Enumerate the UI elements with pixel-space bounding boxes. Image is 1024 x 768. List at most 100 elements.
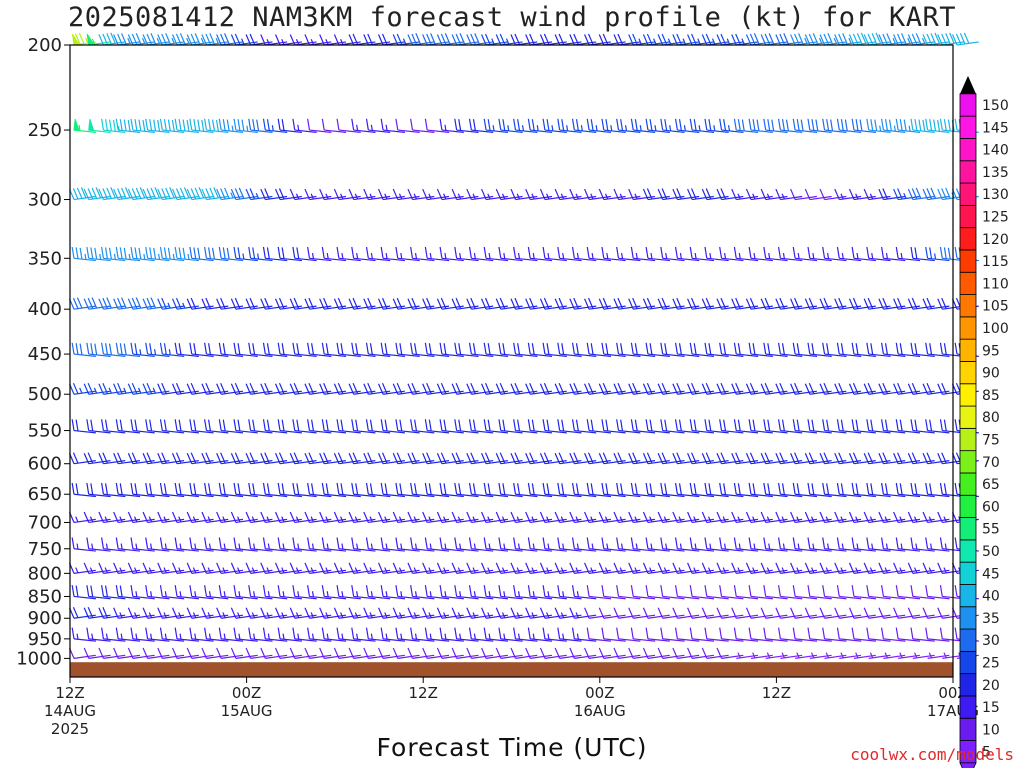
wind-barb — [68, 647, 96, 659]
y-tick-label: 600 — [28, 454, 62, 475]
wind-barb — [424, 585, 450, 600]
wind-barb — [71, 342, 96, 357]
wind-barb — [763, 118, 788, 133]
colorbar-label: 70 — [982, 455, 1000, 471]
wind-barb — [86, 342, 111, 357]
wind-barb — [439, 482, 464, 498]
source-credit[interactable]: coolwx.com/models — [850, 745, 1014, 764]
wind-barb — [407, 647, 435, 659]
colorbar-label: 50 — [982, 544, 1000, 560]
wind-barb — [98, 187, 126, 201]
wind-barb — [777, 627, 803, 642]
colorbar-label: 25 — [982, 656, 1000, 672]
wind-barb — [733, 246, 759, 262]
wind-barb — [910, 585, 935, 600]
wind-barb — [201, 187, 229, 201]
wind-barb — [410, 482, 435, 498]
wind-barb — [189, 118, 214, 133]
wind-barb — [777, 246, 803, 262]
wind-barb — [616, 246, 641, 262]
wind-barb — [248, 118, 273, 133]
wind-barb — [672, 607, 700, 619]
wind-barb — [866, 537, 891, 552]
wind-barb — [351, 537, 376, 552]
wind-barb — [674, 118, 700, 133]
wind-barb — [704, 342, 729, 357]
wind-barb — [439, 246, 464, 262]
wind-barb — [687, 607, 714, 619]
wind-barb — [365, 482, 391, 498]
wind-barb — [204, 118, 229, 133]
wind-barb — [307, 585, 332, 600]
wind-barb — [866, 627, 891, 642]
wind-barb — [101, 246, 126, 262]
wind-barb — [130, 246, 155, 262]
wind-barb — [630, 246, 656, 262]
wind-barb — [321, 246, 347, 262]
wind-barb — [86, 627, 111, 642]
wind-barb — [410, 537, 435, 552]
colorbar-label: 30 — [982, 633, 1000, 649]
colorbar: 5 10 15 20 25 30 35 40 45 50 55 60 65 70 75 80 85 90 95 100… — [959, 75, 1009, 768]
wind-barb — [262, 585, 288, 600]
wind-barb — [792, 342, 818, 357]
wind-barb — [86, 585, 111, 600]
colorbar-bottom-arrow — [959, 762, 977, 768]
wind-barb — [174, 246, 199, 262]
wind-barb — [365, 118, 391, 133]
wind-barb — [719, 419, 744, 434]
wind-barb — [115, 537, 141, 552]
wind-barb — [645, 118, 670, 133]
wind-barb — [483, 482, 509, 498]
wind-barb — [689, 419, 715, 434]
y-tick-label: 300 — [28, 190, 62, 211]
wind-barb — [483, 246, 509, 262]
wind-barb — [410, 246, 435, 262]
wind-barb — [848, 607, 876, 619]
wind-barb — [277, 585, 302, 600]
wind-barb — [289, 647, 317, 659]
wind-barb — [513, 537, 538, 552]
wind-barb — [115, 627, 141, 642]
wind-barb — [748, 246, 773, 262]
colorbar-swatch — [959, 338, 977, 362]
wind-barb — [822, 482, 847, 498]
wind-barb — [660, 342, 685, 357]
wind-barb — [365, 342, 391, 357]
colorbar-label: 140 — [982, 143, 1009, 159]
wind-barb — [763, 585, 788, 600]
wind-barb — [672, 647, 700, 659]
wind-barb — [630, 585, 656, 600]
wind-barb — [704, 627, 729, 642]
wind-barb — [351, 246, 376, 262]
wind-barb — [880, 585, 906, 600]
wind-barb — [527, 419, 553, 434]
colorbar-label: 10 — [982, 722, 1000, 738]
wind-barb — [760, 607, 788, 619]
wind-barb — [86, 537, 111, 552]
wind-barb — [218, 482, 244, 498]
wind-barb — [586, 627, 612, 642]
wind-barb — [483, 419, 509, 434]
wind-barb — [130, 118, 155, 133]
wind-barb — [925, 342, 950, 357]
wind-barb — [822, 537, 847, 552]
wind-barb — [660, 246, 685, 262]
wind-barb — [159, 246, 185, 262]
wind-barb — [262, 537, 288, 552]
wind-barb — [586, 585, 612, 600]
wind-barb — [130, 482, 155, 498]
wind-barb — [836, 482, 862, 498]
wind-barb — [319, 647, 347, 659]
wind-barb — [171, 187, 199, 201]
wind-barb — [174, 537, 199, 552]
wind-barb — [424, 118, 450, 133]
wind-barb — [262, 627, 288, 642]
wind-barb — [613, 607, 641, 619]
wind-barb — [454, 585, 479, 600]
wind-barb — [468, 482, 494, 498]
wind-barb — [101, 585, 126, 600]
wind-barb — [145, 419, 170, 434]
wind-barb — [204, 627, 229, 642]
